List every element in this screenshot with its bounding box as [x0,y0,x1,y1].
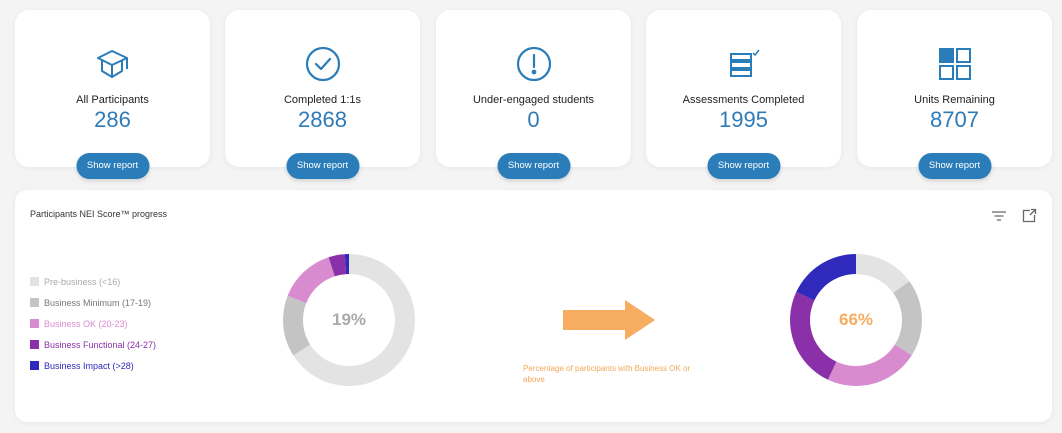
donut-after: 66% [776,240,936,400]
card-under-engaged: Under-engaged students 0 Show report [436,10,631,179]
card-all-participants: All Participants 286 Show report [15,10,210,179]
show-report-button[interactable]: Show report [707,153,780,179]
legend-swatch [30,277,39,286]
donut-segment[interactable] [796,254,856,301]
export-icon[interactable] [1021,208,1037,224]
filter-icon[interactable] [991,208,1007,224]
legend-item[interactable]: Business Minimum (17-19) [30,292,156,313]
legend-item[interactable]: Business Functional (24-27) [30,334,156,355]
legend-label: Pre-business (<16) [44,276,121,287]
card-assessments-completed: Assessments Completed 1995 Show report [646,10,841,179]
donut-segment[interactable] [893,281,922,356]
donut-segment[interactable] [283,295,311,356]
panel-title: Participants NEI Score™ progress [30,209,168,219]
donut-segment[interactable] [827,344,912,386]
donut-center-label: 66% [838,310,874,329]
exclamation-circle-icon [516,46,551,82]
legend-swatch [30,340,39,349]
legend-swatch [30,361,39,370]
card-completed-1-1s: Completed 1:1s 2868 Show report [225,10,420,179]
stat-cards: All Participants 286 Show report Complet… [15,10,1052,180]
donut-segment[interactable] [328,254,347,277]
card-label: All Participants [76,94,149,106]
legend-item[interactable]: Business OK (20-23) [30,313,156,334]
card-value: 8707 [930,107,979,132]
legend-swatch [30,319,39,328]
donut-center-label: 19% [331,310,367,329]
show-report-button[interactable]: Show report [76,153,149,179]
chart-legend: Pre-business (<16) Business Minimum (17-… [30,271,156,376]
show-report-button[interactable]: Show report [497,153,570,179]
show-report-button[interactable]: Show report [286,153,359,179]
card-value: 286 [94,107,131,132]
donut-segment[interactable] [344,254,349,275]
donut-segment[interactable] [293,254,415,386]
legend-label: Business Functional (24-27) [44,339,157,350]
legend-item[interactable]: Pre-business (<16) [30,271,156,292]
card-label: Assessments Completed [682,94,805,106]
card-label: Completed 1:1s [283,94,362,106]
donut-segment[interactable] [790,291,837,380]
legend-label: Business Minimum (17-19) [44,297,152,308]
card-value: 0 [527,107,540,132]
check-circle-icon [305,46,340,82]
card-value: 1995 [719,107,768,132]
donut-segment[interactable] [287,257,335,304]
legend-swatch [30,298,39,307]
card-value: 2868 [298,107,347,132]
legend-label: Business Impact (>28) [44,360,134,371]
card-label: Under-engaged students [472,94,595,106]
nei-score-panel: Participants NEI Score™ progress Pre-bus… [15,190,1052,422]
arrow-icon [563,300,655,340]
show-report-button[interactable]: Show report [918,153,991,179]
donut-segment[interactable] [856,254,910,293]
card-label: Units Remaining [914,94,995,106]
legend-label: Business OK (20-23) [44,318,128,329]
donut-before: 19% [269,240,429,400]
chart-caption: Percentage of participants with Business… [523,364,691,384]
graduation-cap-icon [96,50,128,78]
card-units-remaining: Units Remaining 8707 Show report [857,10,1052,179]
checklist-icon [729,49,760,77]
grid-icon [938,48,971,80]
legend-item[interactable]: Business Impact (>28) [30,355,156,376]
